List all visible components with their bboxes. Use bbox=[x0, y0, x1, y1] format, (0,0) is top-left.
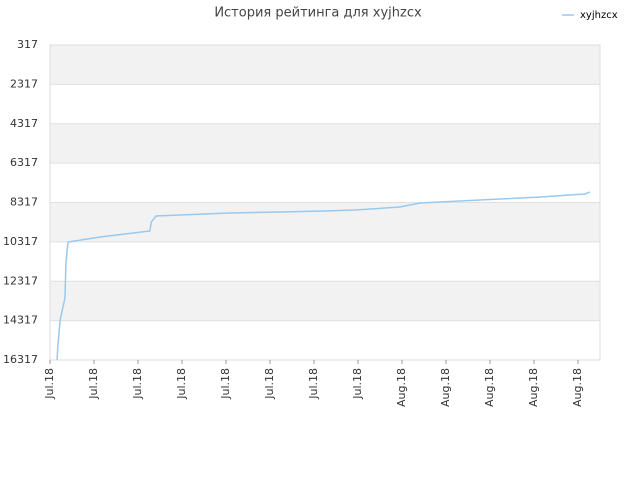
y-tick-label: 4317 bbox=[10, 117, 38, 130]
band bbox=[50, 241, 600, 282]
x-tick-label: Jul.18 bbox=[43, 368, 56, 400]
y-tick-label: 16317 bbox=[3, 353, 38, 366]
band bbox=[50, 45, 600, 85]
x-tick-label: Jul.18 bbox=[87, 368, 100, 400]
x-tick-label: Jul.18 bbox=[351, 368, 364, 400]
x-tick-label: Jul.18 bbox=[175, 368, 188, 400]
line bbox=[56, 191, 591, 361]
band bbox=[50, 320, 600, 360]
legend-label: xyjhzcx bbox=[580, 10, 618, 21]
x-tick-label: Jul.18 bbox=[263, 368, 276, 400]
y-tick-label: 6317 bbox=[10, 156, 38, 169]
x-tick-label: Aug.18 bbox=[439, 368, 452, 407]
x-tick-label: Aug.18 bbox=[571, 368, 584, 407]
y-tick-label: 2317 bbox=[10, 77, 38, 90]
y-tick-label: 317 bbox=[17, 38, 38, 51]
y-tick-label: 8317 bbox=[10, 196, 38, 209]
chart-title: История рейтинга для xyjhzcx bbox=[214, 6, 422, 21]
x-tick-label: Jul.18 bbox=[219, 368, 232, 400]
band bbox=[50, 281, 600, 321]
band bbox=[50, 163, 600, 203]
x-tick-label: Jul.18 bbox=[131, 368, 144, 400]
x-tick-label: Jul.18 bbox=[307, 368, 320, 400]
y-tick-label: 14317 bbox=[3, 314, 38, 327]
y-tick-label: 10317 bbox=[3, 235, 38, 248]
band bbox=[50, 202, 600, 242]
x-tick-label: Aug.18 bbox=[527, 368, 540, 407]
plot-frame bbox=[49, 44, 601, 361]
band bbox=[50, 84, 600, 124]
y-tick-label: 12317 bbox=[3, 274, 38, 287]
x-tick-label: Aug.18 bbox=[483, 368, 496, 407]
band bbox=[50, 123, 600, 164]
x-tick-label: Aug.18 bbox=[395, 368, 408, 407]
